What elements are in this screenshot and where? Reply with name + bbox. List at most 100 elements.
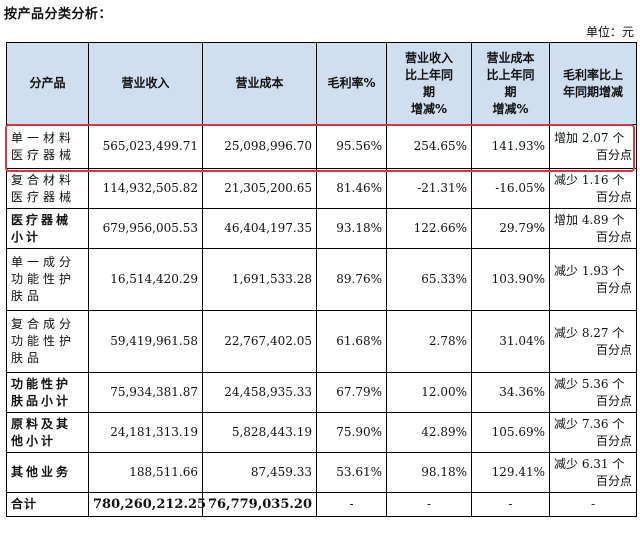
product-name-cell: 复合成分功能性护肤品	[6, 310, 89, 373]
header-margin: 毛利率%	[316, 42, 387, 125]
margin-change-line: 减少 6.31 个	[554, 456, 625, 471]
header-line: 毛利率比上	[562, 67, 623, 82]
product-name-cell: 合计	[6, 492, 89, 517]
margin-change-line: 减少 7.36 个	[554, 416, 625, 431]
margin-change-line: 百分点	[595, 393, 632, 408]
product-analysis-table: 分产品 营业收入 营业成本 毛利率% 营业收入 比上年同 期 增减% 营业成本 …	[6, 42, 637, 517]
total-row: 合计 780,260,212.25 76,779,035.20- - - -	[6, 492, 637, 517]
cost-change-cell: 29.79%	[471, 208, 550, 249]
cost-change-cell: 103.90%	[471, 248, 550, 311]
header-line: 期	[504, 84, 517, 99]
revenue-cell: 24,181,313.19	[88, 412, 203, 453]
header-line: 期	[422, 84, 435, 99]
product-name-line: 单一成分	[11, 255, 76, 269]
table-row: 单一材料 医疗器械 565,023,499.71 25,098,996.70 95.56…	[6, 124, 637, 169]
margin-change-cell: 减少 8.27 个百分点	[549, 310, 637, 373]
header-line: 营业收入	[404, 50, 453, 65]
revenue-change-cell: 42.89%	[386, 412, 472, 453]
revenue-cell: 780,260,212.25	[88, 492, 206, 517]
revenue-cell: 75,934,381.87	[88, 372, 203, 413]
cost-cell: 25,098,996.70	[202, 124, 317, 169]
product-name-line: 肤品	[11, 351, 44, 365]
revenue-cell: 114,932,505.82	[88, 168, 203, 209]
cost-cell: 1,691,533.28	[202, 248, 317, 311]
header-line: 比上年同	[486, 67, 535, 82]
margin-change-line: 增加 4.89 个	[554, 212, 625, 227]
unit-label: 单位：元	[585, 25, 634, 39]
revenue-change-cell: 122.66%	[386, 208, 472, 249]
header-line: 年同期增减	[562, 84, 623, 99]
cost-cell: 21,305,200.65	[202, 168, 317, 209]
margin-cell: 67.79%	[316, 372, 387, 413]
product-name-line: 医疗器械	[11, 212, 72, 227]
cost-change-cell: 34.36%	[471, 372, 550, 413]
table-header-row: 分产品 营业收入 营业成本 毛利率% 营业收入 比上年同 期 增减% 营业成本 …	[6, 42, 637, 125]
margin-change-cell: 减少 5.36 个百分点	[549, 372, 637, 413]
margin-cell: 95.56%	[316, 124, 387, 169]
product-name-line: 其他业务	[11, 465, 72, 479]
margin-change-line: 百分点	[595, 342, 632, 357]
cost-change-cell: 141.93%	[471, 124, 550, 169]
header-line: 增减%	[492, 101, 529, 116]
cost-change-cell: 105.69%	[471, 412, 550, 453]
revenue-change-cell: 98.18%	[386, 452, 472, 493]
product-name-line: 小计	[11, 229, 42, 244]
margin-change-line: 减少 5.36 个	[554, 376, 625, 391]
revenue-cell: 188,511.66	[88, 452, 203, 493]
margin-change-line: 百分点	[595, 280, 632, 295]
margin-change-line: 减少 1.16 个	[554, 172, 625, 187]
product-name-cell: 其他业务	[6, 452, 89, 493]
header-cost-change: 营业成本 比上年同 期 增减%	[471, 42, 550, 125]
margin-change-cell: 增加 4.89 个百分点	[549, 208, 637, 249]
product-name-line: 原料及其	[11, 416, 72, 431]
revenue-change-cell: 65.33%	[386, 248, 472, 311]
section-title: 按产品分类分析：	[4, 7, 113, 22]
cost-cell: 5,828,443.19	[202, 412, 317, 453]
header-line: 增减%	[410, 101, 448, 116]
margin-cell: 89.76%	[316, 248, 387, 311]
margin-change-cell: 减少 1.93 个百分点	[549, 248, 637, 311]
table-row: 其他业务 188,511.66 87,459.33 53.61% 98.18% 129.4…	[6, 452, 637, 493]
cost-cell: 76,779,035.20	[202, 492, 317, 517]
revenue-cell: 679,956,005.53	[88, 208, 203, 249]
margin-cell: 93.18%	[316, 208, 387, 249]
cost-cell: 46,404,197.35	[202, 208, 317, 249]
revenue-change-cell: 12.00%	[386, 372, 472, 413]
revenue-cell: 565,023,499.71	[88, 124, 203, 169]
cost-cell: 87,459.33	[202, 452, 317, 493]
product-name-line: 肤品	[11, 289, 44, 303]
product-name-line: 单一材料	[11, 130, 76, 145]
table-row: 复合材料 医疗器械 114,932,505.82 21,305,200.65 81.46…	[6, 168, 637, 209]
product-name-line: 复合成分	[11, 317, 76, 331]
product-name-line: 肤品小计	[11, 393, 72, 408]
cost-change-cell: 129.41%	[471, 452, 550, 493]
cost-cell: 24,458,935.33	[202, 372, 317, 413]
product-name-cell: 单一材料 医疗器械	[6, 124, 89, 169]
margin-cell: 75.90%	[316, 412, 387, 453]
product-name-line: 合计	[11, 497, 38, 511]
margin-change-line: 减少 1.93 个	[554, 263, 625, 278]
product-name-line: 功能性护	[11, 334, 76, 348]
cost-change-cell: 31.04%	[471, 310, 550, 373]
product-name-line: 医疗器械	[11, 189, 76, 204]
margin-change-line: 百分点	[595, 229, 632, 244]
revenue-change-cell: -21.31%	[386, 168, 472, 209]
margin-change-line: 减少 8.27 个	[554, 325, 625, 340]
table-row: 单一成分 功能性护 肤品 16,514,420.29 1,691,533.28 89.76…	[6, 248, 637, 311]
product-name-line: 功能性护	[11, 376, 72, 391]
margin-change-cell: 增加 2.07 个百分点	[549, 124, 637, 169]
margin-cell: 81.46%	[316, 168, 387, 209]
margin-change-line: 百分点	[595, 147, 632, 162]
revenue-change-cell: -	[386, 492, 472, 517]
margin-cell: -	[316, 492, 387, 517]
header-product: 分产品	[6, 42, 89, 125]
table-row: 复合成分 功能性护 肤品 59,419,961.58 22,767,402.05 61.6…	[6, 310, 637, 373]
product-name-line: 功能性护	[11, 272, 76, 286]
margin-change-line: 百分点	[595, 189, 632, 204]
table-row: 原料及其 他小计 24,181,313.19 5,828,443.19 75.90% 42…	[6, 412, 637, 453]
margin-change-cell: -	[549, 492, 637, 517]
margin-cell: 53.61%	[316, 452, 387, 493]
revenue-change-cell: 2.78%	[386, 310, 472, 373]
revenue-cell: 16,514,420.29	[88, 248, 203, 311]
product-name-cell: 单一成分功能性护肤品	[6, 248, 89, 311]
